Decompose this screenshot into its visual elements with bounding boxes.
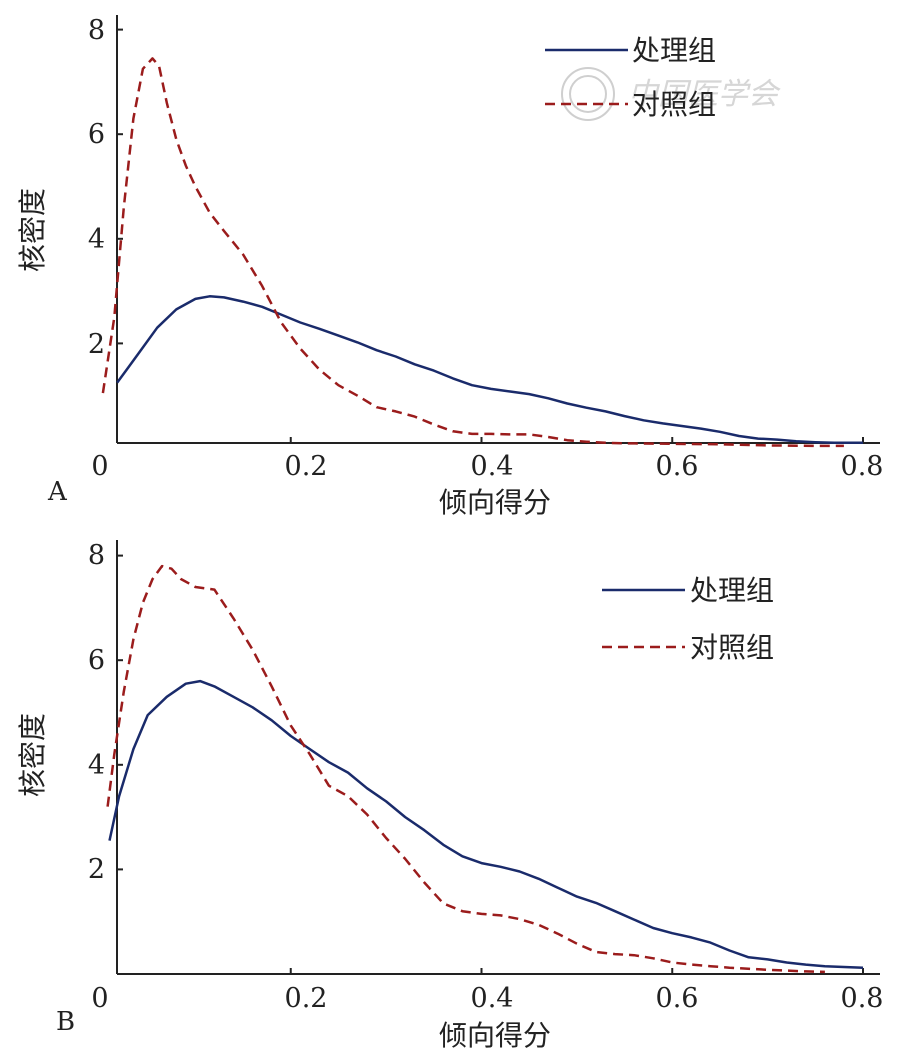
y-tick-label: 6 [88, 119, 105, 150]
series-b [106, 564, 864, 974]
x-tick-label: 0.2 [285, 451, 328, 482]
legend-label-treatment: 处理组 [632, 34, 716, 67]
x-tick-label: 0.6 [656, 983, 699, 1014]
series-a [101, 57, 863, 448]
y-tick-label: 4 [88, 750, 105, 781]
series-line-control [106, 564, 825, 974]
series-line-control [101, 57, 844, 448]
panel-a: 中国医学会 0 0.2 0.4 0.6 0.8 2 4 6 8 A 倾向得分 核… [16, 15, 883, 519]
x-axis-title-a: 倾向得分 [439, 486, 551, 519]
y-tick-label: 2 [88, 329, 105, 360]
y-axis-title-a: 核密度 [16, 188, 49, 272]
legend-label-control: 对照组 [690, 631, 774, 664]
y-axis-title-b: 核密度 [16, 713, 49, 797]
series-line-treatment [116, 295, 863, 445]
x-tick-label: 0.4 [471, 451, 514, 482]
watermark-text: 中国医学会 [628, 77, 781, 112]
ticks-a [117, 28, 864, 443]
panel-label-b: B [56, 1007, 75, 1037]
panel-label-a: A [47, 477, 68, 507]
y-tick-label: 8 [88, 15, 105, 46]
x-axis-title-b: 倾向得分 [439, 1019, 551, 1052]
y-tick-label: 8 [88, 540, 105, 571]
legend-label-control: 对照组 [632, 88, 716, 121]
series-line-treatment [108, 679, 864, 969]
legend-b: 处理组 对照组 [602, 574, 774, 664]
x-tick-label: 0.4 [471, 983, 514, 1014]
x-tick-label: 0.2 [285, 983, 328, 1014]
x-tick-label: 0 [91, 983, 108, 1014]
y-tick-label: 6 [88, 645, 105, 676]
panel-b: 0 0.2 0.4 0.6 0.8 2 4 6 8 B 倾向得分 核密度 处理组… [16, 540, 883, 1052]
legend-a: 处理组 对照组 [545, 34, 716, 121]
y-tick-label: 2 [88, 854, 105, 885]
legend-label-treatment: 处理组 [690, 574, 774, 607]
x-tick-label: 0.8 [841, 451, 884, 482]
x-tick-label: 0.6 [656, 451, 699, 482]
x-tick-label: 0.8 [841, 983, 884, 1014]
x-tick-label: 0 [91, 451, 108, 482]
ticks-b [117, 554, 864, 974]
y-tick-label: 4 [88, 224, 105, 255]
watermark: 中国医学会 [561, 67, 781, 121]
